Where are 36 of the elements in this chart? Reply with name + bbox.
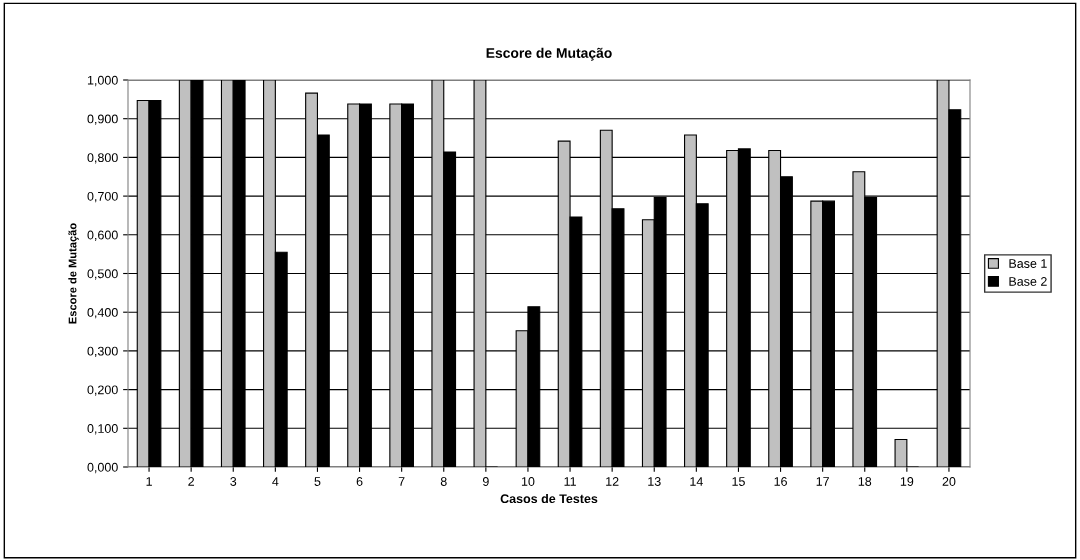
x-tick-label: 11 (564, 477, 576, 486)
legend-label: Base 2 (1009, 277, 1047, 286)
y-tick-label: 0,800 (87, 153, 118, 164)
x-tick-label: 13 (648, 477, 661, 486)
y-tick-label: 0,400 (87, 308, 118, 319)
y-tick-label: 0,300 (87, 346, 118, 358)
x-tick-label: 10 (521, 477, 535, 486)
x-tick-label: 6 (356, 477, 363, 486)
chart-title: Escore de Mutação (486, 47, 612, 61)
x-tick-label: 9 (482, 477, 489, 486)
x-tick-label: 5 (314, 477, 321, 486)
x-tick-label: 15 (732, 477, 745, 486)
x-tick-label: 17 (816, 477, 829, 486)
y-tick-label: 1,000 (87, 75, 118, 87)
y-tick-label: 0,900 (87, 114, 118, 125)
x-tick-label: 16 (774, 477, 787, 486)
x-tick-label: 12 (606, 477, 619, 486)
y-tick-label: 0,500 (87, 269, 118, 280)
x-tick-label: 8 (440, 477, 447, 486)
y-tick-label: 0,700 (87, 191, 118, 203)
x-axis-title: Casos de Testes (500, 493, 598, 504)
y-tick-label: 0,600 (87, 230, 118, 241)
x-tick-label: 4 (272, 477, 279, 486)
x-tick-label: 3 (230, 477, 237, 486)
y-tick-label: 0,100 (87, 424, 118, 435)
y-axis-title: Escore de Mutação (68, 223, 79, 324)
x-tick-label: 18 (858, 477, 872, 486)
x-tick-label: 19 (900, 477, 914, 486)
x-tick-label: 20 (942, 477, 956, 486)
x-tick-label: 14 (690, 477, 703, 486)
y-tick-label: 0,200 (87, 385, 118, 396)
x-tick-label: 7 (398, 477, 405, 486)
legend-label: Base 1 (1009, 259, 1047, 268)
x-tick-label: 1 (146, 477, 152, 486)
y-tick-label: 0,000 (87, 462, 118, 474)
x-tick-label: 2 (188, 477, 194, 486)
